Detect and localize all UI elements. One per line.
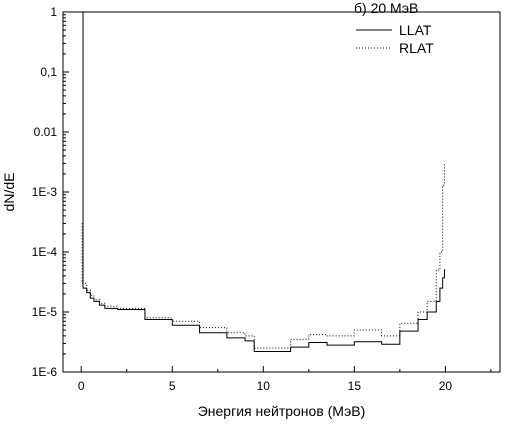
x-tick-label: 10 xyxy=(257,379,271,393)
x-tick-label: 15 xyxy=(348,379,362,393)
legend-title: б) 20 МэВ xyxy=(354,0,418,16)
series-llat-line xyxy=(81,11,446,352)
y-tick-label: 1E-5 xyxy=(32,305,58,319)
y-tick-label: 1E-4 xyxy=(32,245,58,259)
ticks-layer: 0 5 10 15 20 1E-6 1E-5 1E-4 1E-3 0.01 0,1 1 xyxy=(32,5,492,393)
x-tick-label: 0 xyxy=(78,379,85,393)
legend-label-rlat: RLAT xyxy=(399,40,434,56)
x-tick-label: 5 xyxy=(169,379,176,393)
legend: б) 20 МэВ LLAT RLAT xyxy=(354,0,434,56)
series-rlat-line xyxy=(81,162,446,349)
y-axis-title: dN/dE xyxy=(1,173,17,212)
series-layer xyxy=(81,11,446,352)
x-axis-title: Энергия нейтронов (МэВ) xyxy=(198,403,366,419)
legend-label-llat: LLAT xyxy=(399,22,432,38)
y-tick-label: 0,1 xyxy=(40,65,57,79)
x-tick-label: 20 xyxy=(439,379,453,393)
y-tick-label: 1E-3 xyxy=(32,185,58,199)
y-tick-label: 0.01 xyxy=(34,125,58,139)
y-tick-label: 1 xyxy=(50,5,57,19)
y-tick-label: 1E-6 xyxy=(32,365,58,379)
plot-frame xyxy=(62,11,501,373)
